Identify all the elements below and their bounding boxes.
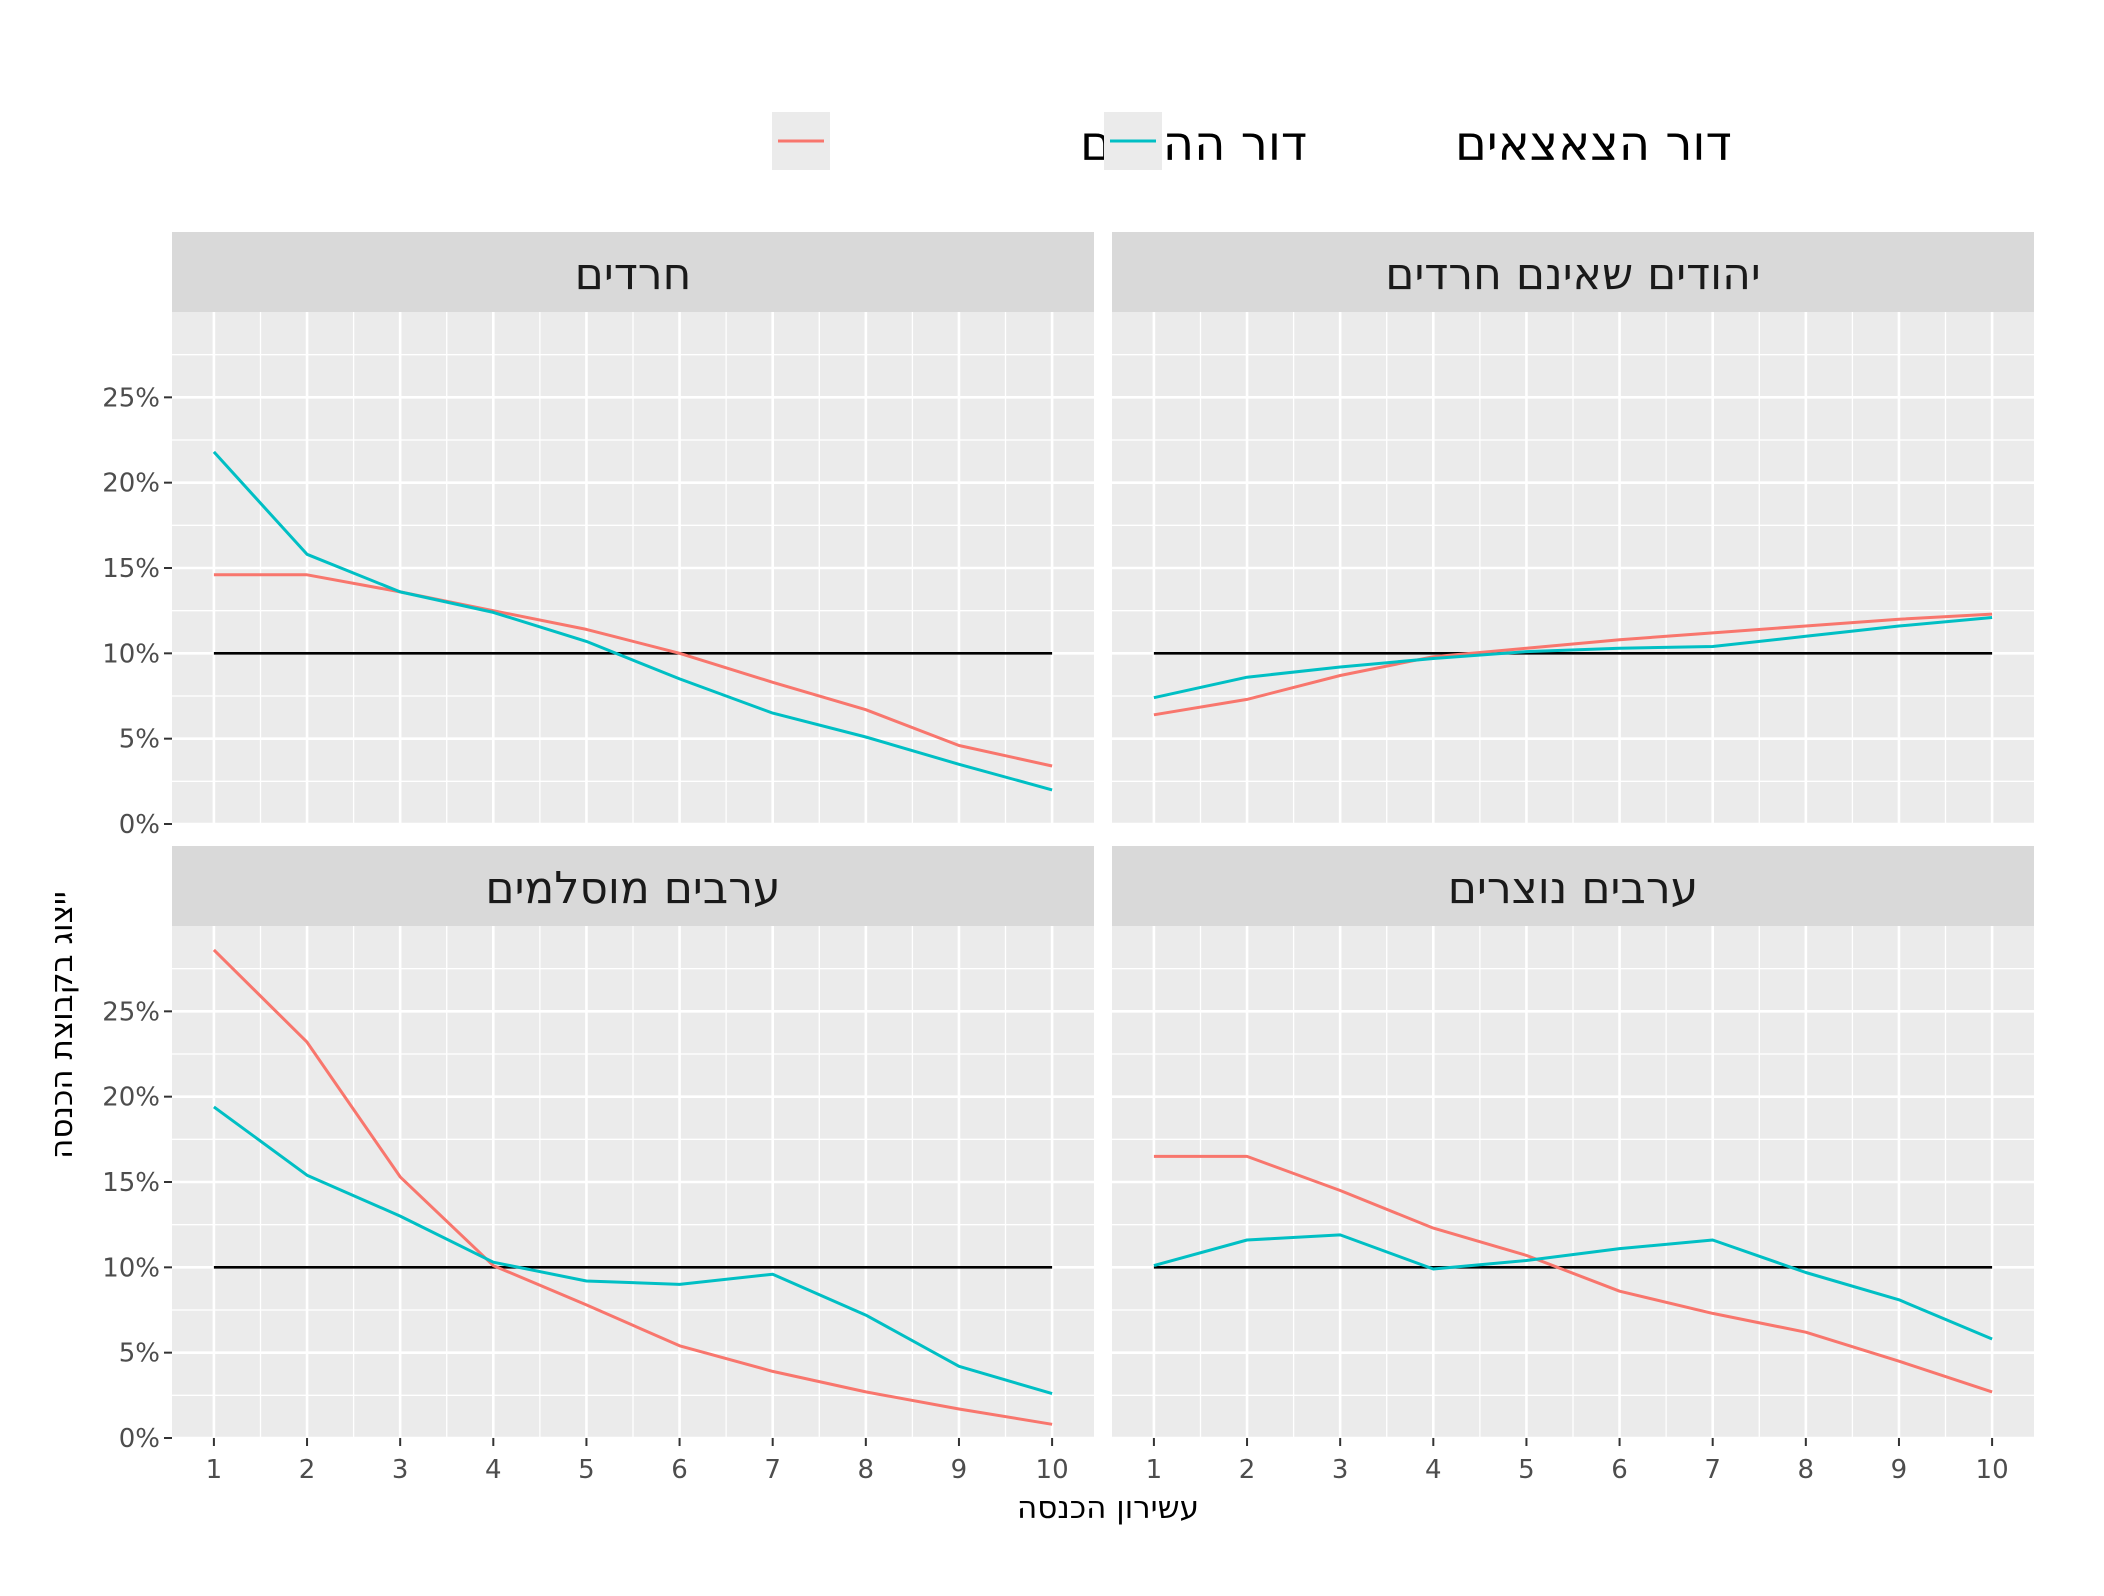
facet-panel: ערבים נוצרים 1 2 3 4 5 6 7 8 9 10 — [1112, 846, 2034, 1485]
facet-strip — [1112, 846, 2034, 926]
y-tick-label: 15% — [102, 554, 160, 584]
x-tick-label: 3 — [392, 1455, 409, 1485]
series-line — [213, 1105, 1053, 1396]
facet-strip — [172, 846, 1094, 926]
y-tick-label: 20% — [102, 469, 160, 499]
x-tick-label: 5 — [578, 1455, 595, 1485]
x-tick-label: 1 — [206, 1455, 223, 1485]
x-tick-label: 5 — [1518, 1455, 1535, 1485]
x-tick-label: 10 — [1976, 1455, 2009, 1485]
series-line — [1153, 616, 1993, 700]
series-line — [212, 450, 1053, 792]
x-tick-label: 4 — [485, 1455, 502, 1485]
y-tick-label: 0% — [119, 1424, 160, 1454]
x-tick-label: 4 — [1425, 1455, 1442, 1485]
facet-title: חרדים — [575, 249, 692, 300]
x-tick-label: 3 — [1332, 1455, 1349, 1485]
x-tick-label: 8 — [858, 1455, 875, 1485]
x-tick-label: 7 — [1704, 1455, 1721, 1485]
x-tick-label: 6 — [1611, 1455, 1628, 1485]
facet-panel: ערבים מוסלמים 0% 5% 10% 15% 20% 25% 1 2 3 4 5 6 7 8 9 10 — [102, 846, 1094, 1485]
legend-entry-offspring: דור הצאצאים — [1104, 112, 1732, 172]
x-tick-label: 10 — [1036, 1455, 1069, 1485]
legend-label: דור הצאצאים — [1455, 116, 1732, 172]
x-tick-label: 9 — [951, 1455, 968, 1485]
facet-title: יהודים שאינם חרדים — [1385, 249, 1760, 300]
x-tick-label: 6 — [671, 1455, 688, 1485]
x-tick-label: 7 — [764, 1455, 781, 1485]
facet-strip — [172, 232, 1094, 312]
series-line — [1153, 1154, 1993, 1394]
series-line — [212, 948, 1053, 1426]
x-tick-label: 8 — [1798, 1455, 1815, 1485]
x-tick-label: 2 — [1239, 1455, 1256, 1485]
facet-panel: חרדים 0% 5% 10% 15% 20% 25% — [102, 232, 1094, 840]
x-tick-label: 1 — [1146, 1455, 1163, 1485]
y-tick-label: 5% — [119, 725, 160, 755]
series-line — [1153, 612, 1993, 717]
y-tick-label: 10% — [102, 1253, 160, 1283]
y-tick-label: 25% — [102, 997, 160, 1027]
y-tick-label: 5% — [119, 1339, 160, 1369]
y-tick-label: 10% — [102, 639, 160, 669]
series-line — [1153, 1233, 1993, 1341]
x-tick-label: 9 — [1891, 1455, 1908, 1485]
facet-title: ערבים נוצרים — [1448, 863, 1698, 914]
legend: דור ההורים דור הצאצאים — [772, 112, 1732, 172]
y-tick-label: 0% — [119, 810, 160, 840]
x-axis-title: עשירון הכנסה — [1017, 1490, 1199, 1526]
facet-strip — [1112, 232, 2034, 312]
x-tick-label: 2 — [299, 1455, 316, 1485]
y-tick-label: 15% — [102, 1168, 160, 1198]
series-line — [213, 573, 1053, 768]
facet-panel: יהודים שאינם חרדים — [1112, 232, 2034, 826]
facet-title: ערבים מוסלמים — [485, 863, 780, 914]
y-tick-label: 20% — [102, 1083, 160, 1113]
y-tick-label: 25% — [102, 383, 160, 413]
y-axis-title: ייצוג בקבוצת הכנסה — [44, 891, 80, 1159]
